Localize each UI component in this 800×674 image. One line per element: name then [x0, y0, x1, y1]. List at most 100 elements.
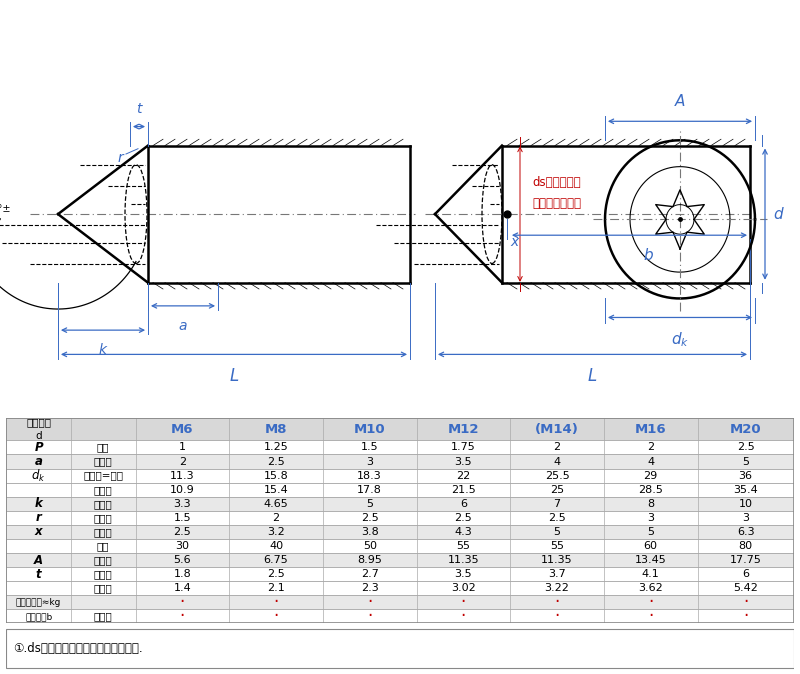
Text: 21.5: 21.5 [451, 485, 476, 495]
Text: 3.3: 3.3 [174, 499, 191, 509]
Text: 6.75: 6.75 [264, 555, 288, 565]
Text: ·: · [648, 593, 654, 611]
Text: 2.5: 2.5 [361, 513, 378, 523]
Text: 28.5: 28.5 [638, 485, 663, 495]
Text: 25: 25 [550, 485, 564, 495]
Text: 1.5: 1.5 [174, 513, 191, 523]
Bar [6, 609, 794, 623]
Text: M8: M8 [265, 423, 287, 435]
Text: r: r [117, 151, 123, 165]
Text: 2.7: 2.7 [361, 569, 378, 579]
Text: 55: 55 [550, 541, 564, 551]
Text: 5: 5 [366, 499, 373, 509]
Text: 2.5: 2.5 [267, 456, 285, 466]
Text: 90°±: 90°± [0, 204, 10, 214]
Text: M12: M12 [448, 423, 479, 435]
Text: 15.8: 15.8 [264, 470, 288, 481]
Text: 2: 2 [178, 456, 186, 466]
Text: t: t [136, 102, 142, 116]
Text: 1.5: 1.5 [361, 442, 378, 452]
Text: 4: 4 [647, 456, 654, 466]
Text: 29: 29 [643, 470, 658, 481]
Text: M10: M10 [354, 423, 386, 435]
Text: 螺距: 螺距 [97, 442, 110, 452]
Text: 3: 3 [366, 456, 373, 466]
Text: 最大值: 最大值 [94, 513, 113, 523]
Text: $d_k$: $d_k$ [31, 468, 46, 484]
Text: 40: 40 [269, 541, 283, 551]
Text: 10: 10 [738, 499, 753, 509]
Text: L: L [230, 367, 238, 385]
Text: 3.8: 3.8 [361, 527, 378, 537]
Bar [6, 497, 794, 511]
Text: 3.7: 3.7 [548, 569, 566, 579]
Text: 1.25: 1.25 [264, 442, 288, 452]
Text: x: x [510, 235, 518, 249]
Text: a: a [178, 319, 187, 332]
Bar [6, 483, 794, 497]
Text: ·: · [461, 593, 466, 611]
Text: a: a [34, 455, 42, 468]
Text: L: L [587, 367, 597, 385]
Text: 2.5: 2.5 [548, 513, 566, 523]
Text: 最大值: 最大值 [94, 499, 113, 509]
Text: r: r [36, 512, 42, 524]
Text: 5: 5 [742, 456, 749, 466]
Text: 4.3: 4.3 [454, 527, 472, 537]
Text: 3.62: 3.62 [638, 583, 663, 593]
Text: 2: 2 [647, 442, 654, 452]
Bar [6, 418, 794, 440]
Text: 11.3: 11.3 [170, 470, 194, 481]
Text: 6: 6 [742, 569, 749, 579]
Text: 3.5: 3.5 [454, 456, 472, 466]
Text: ds约等于中径: ds约等于中径 [532, 176, 581, 189]
Text: ·: · [648, 607, 654, 625]
Text: 2.1: 2.1 [267, 583, 285, 593]
Text: 2.5: 2.5 [267, 569, 285, 579]
Bar [6, 525, 794, 539]
Text: 参考值: 参考值 [94, 555, 113, 565]
Text: 5.42: 5.42 [733, 583, 758, 593]
Text: 5: 5 [647, 527, 654, 537]
Text: 2.5: 2.5 [454, 513, 472, 523]
Bar [6, 468, 794, 483]
Text: 13.45: 13.45 [635, 555, 666, 565]
Text: 3: 3 [647, 513, 654, 523]
Text: 槽号: 槽号 [97, 541, 110, 551]
Text: ·: · [554, 593, 560, 611]
Text: A: A [34, 553, 43, 567]
Text: 5.6: 5.6 [174, 555, 191, 565]
Text: 2: 2 [273, 513, 279, 523]
Text: ·: · [274, 593, 278, 611]
Text: M16: M16 [635, 423, 666, 435]
Text: k: k [99, 343, 107, 357]
Text: ·: · [180, 607, 185, 625]
Bar [6, 595, 794, 609]
Text: 3.5: 3.5 [454, 569, 472, 579]
Text: 螺纹规格
d: 螺纹规格 d [26, 418, 51, 441]
Text: ①.ds约等于螺纹中径或大于螺纹大径.: ①.ds约等于螺纹中径或大于螺纹大径. [13, 642, 142, 655]
Text: A: A [675, 94, 685, 109]
Text: M20: M20 [730, 423, 762, 435]
Text: 5: 5 [554, 527, 561, 537]
Text: 55: 55 [456, 541, 470, 551]
Text: 17.75: 17.75 [730, 555, 762, 565]
Text: 最大值=公称: 最大值=公称 [83, 470, 123, 481]
Text: 60: 60 [644, 541, 658, 551]
Text: 18.3: 18.3 [358, 470, 382, 481]
Text: 7: 7 [554, 499, 561, 509]
Text: (M14): (M14) [535, 423, 579, 435]
Text: 4: 4 [554, 456, 561, 466]
Text: 17.8: 17.8 [358, 485, 382, 495]
Text: 8.95: 8.95 [358, 555, 382, 565]
Text: 最小值: 最小值 [94, 611, 113, 621]
Text: 1.8: 1.8 [174, 569, 191, 579]
Text: d: d [773, 207, 782, 222]
Bar [6, 539, 794, 553]
Text: ·: · [554, 607, 560, 625]
Text: ·: · [367, 593, 372, 611]
Text: δ'': δ'' [0, 218, 3, 227]
Text: 最大值: 最大值 [94, 569, 113, 579]
Text: ·: · [461, 607, 466, 625]
Text: 最小值: 最小值 [94, 485, 113, 495]
